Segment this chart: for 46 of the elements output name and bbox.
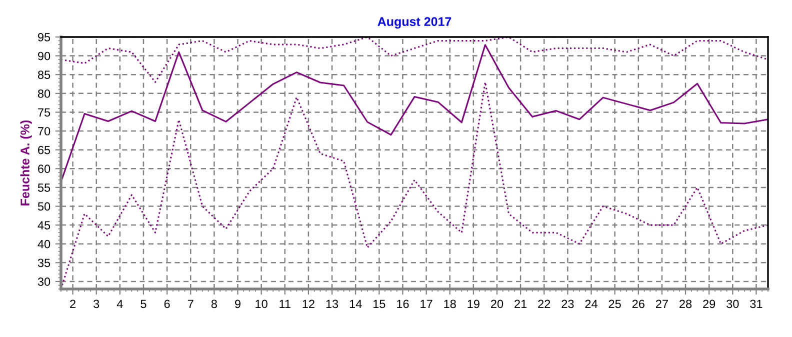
x-tick-label: 22: [538, 300, 550, 308]
x-tick-label: 3: [94, 300, 100, 308]
x-tick-label: 25: [608, 300, 621, 308]
x-tick-label: 24: [585, 300, 598, 308]
x-tick-label: 30: [726, 300, 739, 308]
x-tick-label: 19: [468, 300, 480, 308]
x-tick-label: 10: [256, 300, 268, 308]
y-tick-label: 35: [38, 258, 50, 268]
y-tick-label: 45: [38, 221, 50, 230]
chart-title: August 2017: [378, 17, 452, 29]
y-tick-label: 65: [38, 146, 50, 154]
y-tick-label: 30: [38, 278, 50, 286]
x-tick-label: 28: [680, 300, 692, 308]
y-tick-label: 85: [38, 70, 50, 80]
x-tick-label: 7: [188, 300, 194, 308]
x-tick-label: 23: [562, 300, 574, 308]
x-tick-label: 18: [444, 300, 456, 308]
x-tick-label: 21: [514, 300, 527, 308]
x-tick-label: 2: [70, 300, 76, 308]
x-tick-label: 9: [235, 300, 240, 308]
x-tick-label: 5: [140, 300, 146, 308]
x-tick-label: 16: [397, 300, 409, 308]
y-tick-label: 60: [38, 164, 50, 174]
x-tick-label: 15: [373, 300, 386, 308]
x-tick-label: 6: [164, 300, 170, 308]
x-tick-label: 14: [350, 300, 362, 308]
y-tick-label: 95: [38, 33, 50, 42]
y-axis-title: Feuchte A. (%): [20, 120, 32, 206]
y-tick-label: 50: [38, 202, 50, 211]
y-tick-label: 55: [38, 184, 50, 192]
x-tick-label: 27: [656, 300, 668, 308]
x-tick-label: 26: [632, 300, 644, 308]
x-tick-label: 11: [280, 300, 290, 308]
y-tick-label: 90: [38, 52, 50, 60]
y-tick-label: 75: [38, 108, 50, 117]
x-tick-label: 12: [302, 300, 314, 308]
x-tick-label: 17: [420, 300, 432, 308]
y-tick-label: 40: [38, 240, 50, 248]
y-tick-label: 80: [38, 89, 50, 98]
x-tick-label: 8: [211, 300, 217, 308]
x-tick-label: 20: [491, 300, 504, 308]
y-tick-label: 70: [38, 127, 50, 136]
x-tick-label: 4: [116, 300, 123, 308]
x-tick-label: 31: [750, 300, 762, 308]
x-tick-label: 29: [703, 300, 716, 308]
x-tick-label: 13: [326, 300, 338, 308]
